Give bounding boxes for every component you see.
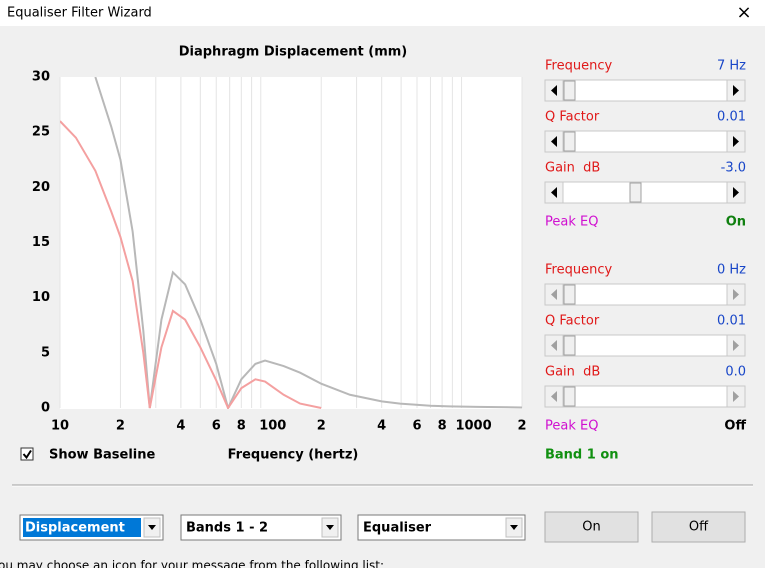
param-label: Gain dB: [545, 161, 600, 176]
slider[interactable]: [544, 283, 746, 306]
arrow-left: [551, 289, 557, 300]
x-tick-label: 4: [377, 419, 386, 434]
param-label: Frequency: [545, 59, 612, 74]
band-state: Off: [724, 419, 746, 434]
param-label: Q Factor: [545, 314, 600, 329]
footer-text: ou may choose an icon for your message f…: [0, 559, 384, 568]
arrow-right: [733, 289, 739, 300]
dropdown[interactable]: Displacement: [19, 514, 164, 541]
param-value: 7 Hz: [717, 59, 746, 74]
window-title: Equaliser Filter Wizard: [7, 6, 152, 21]
y-tick-label: 25: [32, 125, 50, 140]
param-value: -3.0: [721, 161, 746, 176]
param-value: 0 Hz: [717, 263, 746, 278]
arrow-left: [551, 340, 557, 351]
x-tick-label: 2: [517, 419, 526, 434]
x-tick-label: 4: [176, 419, 185, 434]
slider[interactable]: [544, 385, 746, 408]
arrow-left: [551, 391, 557, 402]
dropdown-text: Bands 1 - 2: [186, 521, 268, 536]
slider[interactable]: [544, 79, 746, 102]
x-tick-label: 10: [51, 419, 69, 434]
dropdown-text: Displacement: [25, 521, 125, 536]
slider-thumb: [563, 284, 576, 305]
arrow-left: [551, 136, 557, 147]
checkmark: [22, 449, 32, 460]
y-tick-label: 5: [41, 345, 50, 360]
param-label: Frequency: [545, 263, 612, 278]
y-tick-label: 15: [32, 235, 50, 250]
slider-thumb: [563, 80, 576, 101]
x-tick-label: 6: [412, 419, 421, 434]
button[interactable]: On: [544, 511, 639, 543]
button-label: Off: [689, 520, 709, 535]
arrow-right: [733, 187, 739, 198]
chart-title: Diaphragm Displacement (mm): [179, 45, 408, 60]
button-label: On: [582, 520, 600, 535]
arrow-left: [551, 85, 557, 96]
checkbox-label[interactable]: Show Baseline: [49, 448, 155, 463]
x-tick-label: 2: [116, 419, 125, 434]
x-tick-label: 2: [317, 419, 326, 434]
dropdown-arrow: [510, 525, 518, 530]
button-face: [651, 511, 746, 543]
dropdown-arrow: [148, 525, 156, 530]
param-label: Q Factor: [545, 110, 600, 125]
status-text: Band 1 on: [545, 448, 619, 463]
slider[interactable]: [544, 181, 746, 204]
y-tick-label: 30: [32, 70, 50, 85]
arrow-right: [733, 136, 739, 147]
dropdown[interactable]: Equaliser: [357, 514, 526, 541]
close-button[interactable]: ×: [736, 2, 751, 23]
dropdown-box: [357, 514, 526, 541]
band-state: On: [726, 215, 746, 230]
dropdown-text: Equaliser: [363, 521, 432, 536]
slider-thumb: [563, 386, 576, 407]
x-tick-label: 100: [259, 419, 286, 434]
button[interactable]: Off: [651, 511, 746, 543]
dropdown-arrow: [326, 525, 334, 530]
param-value: 0.01: [717, 314, 746, 329]
button-face: [544, 511, 639, 543]
dropdown-selection: [23, 518, 141, 537]
x-tick-label: 6: [212, 419, 221, 434]
x-tick-label: 1000: [455, 419, 491, 434]
param-label: Gain dB: [545, 365, 600, 380]
x-tick-label: 8: [237, 419, 246, 434]
data-line: [60, 120, 322, 409]
slider-thumb: [629, 182, 642, 203]
x-axis-label: Frequency (hertz): [228, 448, 359, 463]
slider[interactable]: [544, 334, 746, 357]
y-tick-label: 20: [32, 180, 50, 195]
arrow-left: [551, 187, 557, 198]
param-value: 0.01: [717, 110, 746, 125]
data-line: [94, 77, 522, 409]
y-tick-label: 0: [41, 401, 50, 416]
arrow-right: [733, 85, 739, 96]
param-value: 0.0: [725, 365, 746, 380]
dropdown[interactable]: Bands 1 - 2: [180, 514, 342, 541]
slider-thumb: [563, 335, 576, 356]
arrow-right: [733, 391, 739, 402]
y-tick-label: 10: [32, 290, 50, 305]
slider-thumb: [563, 131, 576, 152]
filter-type: Peak EQ: [545, 215, 598, 230]
slider[interactable]: [544, 130, 746, 153]
dropdown-box: [180, 514, 342, 541]
filter-type: Peak EQ: [545, 419, 598, 434]
slider-track: [544, 181, 746, 204]
x-tick-label: 8: [438, 419, 447, 434]
title-bar: [0, 0, 765, 26]
arrow-right: [733, 340, 739, 351]
plot-area: [60, 77, 522, 409]
